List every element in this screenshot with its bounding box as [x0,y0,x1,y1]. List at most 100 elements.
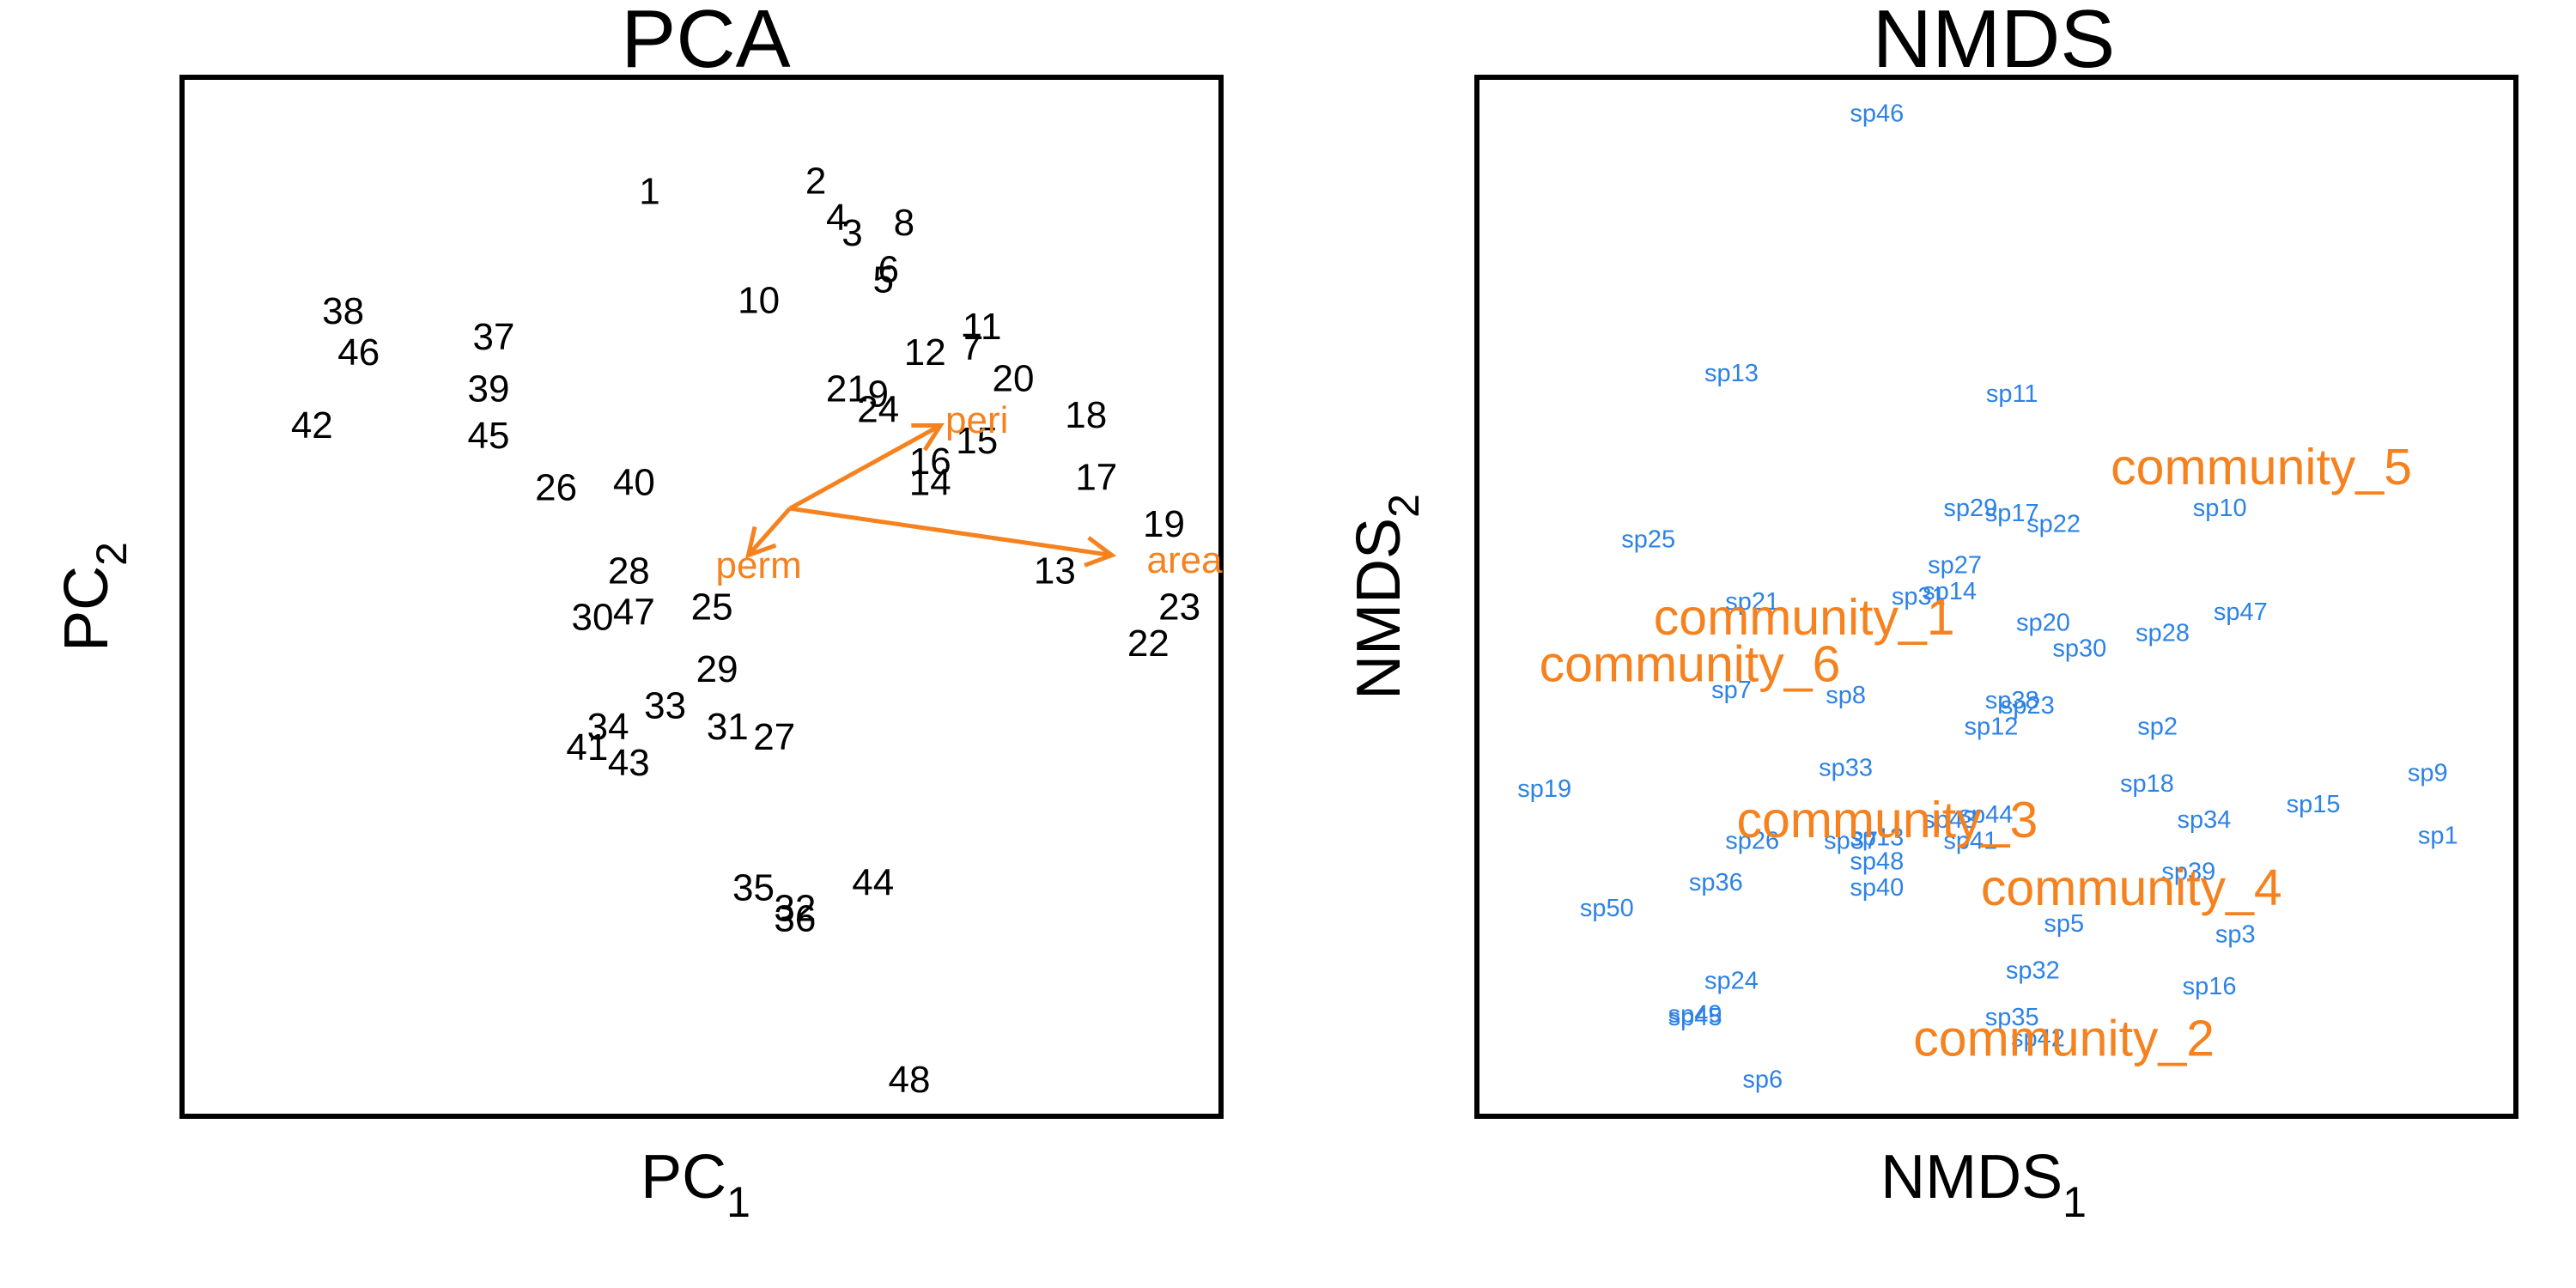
species-label-sp3: sp3 [2215,920,2256,948]
site-label-36: 36 [774,898,816,940]
species-label-sp47: sp47 [2214,598,2268,626]
species-label-sp36: sp36 [1689,869,1743,896]
site-label-46: 46 [337,331,380,374]
vector-arrowhead-perm [744,526,777,559]
species-label-sp13b: sp13 [1850,824,1904,852]
vector-label-peri: peri [945,399,1008,441]
species-label-sp41: sp41 [1943,827,1997,854]
species-label-sp37: sp37 [1824,827,1878,854]
species-label-sp44: sp44 [1959,801,2013,829]
pca-x-axis-label: PC1 [641,1143,750,1226]
site-label-30: 30 [572,597,614,639]
species-label-sp30: sp30 [2052,635,2106,663]
site-label-10: 10 [738,280,780,322]
species-label-sp20: sp20 [2016,609,2070,636]
site-label-25: 25 [691,586,733,629]
site-label-29: 29 [696,648,738,690]
site-label-48: 48 [889,1059,931,1101]
community-label-community_4: community_4 [1981,860,2282,916]
species-label-sp50: sp50 [1580,895,1634,922]
community-label-community_5: community_5 [2111,439,2412,495]
site-label-16: 16 [909,440,951,483]
site-label-11: 11 [963,306,1002,348]
species-label-sp23: sp23 [2001,692,2055,720]
site-label-14: 14 [909,461,951,503]
site-label-42: 42 [291,404,333,447]
vector-arrowhead-peri [911,422,945,452]
site-label-34: 34 [587,706,629,748]
species-label-sp27: sp27 [1928,552,1982,580]
site-label-47: 47 [613,592,655,634]
site-label-9: 9 [867,374,888,416]
site-label-33: 33 [644,685,686,727]
community-label-community_6: community_6 [1540,636,1841,693]
nmds-x-axis-label: NMDS1 [1880,1143,2087,1226]
site-label-44: 44 [852,861,894,903]
species-label-sp9: sp9 [2408,760,2448,787]
site-label-5: 5 [873,258,894,301]
site-label-17: 17 [1075,456,1117,498]
species-label-sp21: sp21 [1725,588,1779,616]
nmds-community-labels: community_5 community_1community_6communi… [1540,439,2412,1067]
site-label-8: 8 [894,202,914,244]
species-label-sp13: sp13 [1704,360,1759,387]
species-label-sp35: sp35 [1985,1004,2039,1031]
vector-arrow-perm [746,507,792,557]
community-label-community_2: community_2 [1913,1010,2215,1066]
nmds-title: NMDS [1873,0,2116,85]
nmds-plot-frame [1474,75,2518,1119]
site-label-31: 31 [707,706,749,748]
species-label-sp1: sp1 [2418,822,2458,849]
nmds-y-axis-label: NMDS2 [1345,494,1428,700]
site-label-39: 39 [468,368,510,410]
site-label-2: 2 [805,161,826,203]
vector-label-area: area [1147,539,1224,581]
site-label-41: 41 [566,726,608,769]
site-label-3: 3 [841,212,862,254]
site-label-27: 27 [753,716,795,758]
pca-plot-frame [179,75,1224,1119]
species-label-sp43: sp43 [1923,806,1977,834]
species-label-sp17: sp17 [1985,500,2039,527]
species-label-sp15: sp15 [2287,791,2341,818]
species-label-sp16: sp16 [2183,973,2237,1000]
species-label-sp29: sp29 [1943,495,1997,522]
species-label-sp14: sp14 [1923,578,1977,605]
species-label-sp32: sp32 [2006,957,2060,985]
species-label-sp42: sp42 [2011,1024,2065,1052]
species-label-sp26: sp26 [1725,827,1779,854]
site-label-4: 4 [826,197,847,239]
site-label-32: 32 [774,888,816,930]
site-label-1: 1 [639,171,659,213]
site-label-26: 26 [535,467,577,509]
site-label-22: 22 [1127,623,1170,665]
species-label-sp48: sp48 [1850,848,1904,876]
vector-arrow-area [789,506,1113,558]
site-label-20: 20 [993,357,1035,399]
species-label-sp7: sp7 [1711,677,1752,704]
site-label-6: 6 [878,248,899,290]
vector-label-perm: perm [715,544,801,586]
pca-vectors: peri perm area [715,399,1223,586]
site-label-28: 28 [608,550,650,592]
site-label-24: 24 [857,389,899,431]
species-label-sp38: sp38 [1985,687,2039,714]
species-label-sp33: sp33 [1819,755,1873,782]
species-label-sp10: sp10 [2193,495,2247,522]
site-label-7: 7 [961,326,981,368]
site-label-43: 43 [608,742,650,784]
species-label-sp28: sp28 [2136,619,2190,647]
species-label-sp24: sp24 [1704,968,1759,995]
species-label-sp22: sp22 [2026,510,2081,538]
site-label-18: 18 [1065,394,1107,436]
species-label-sp40: sp40 [1850,874,1904,902]
species-label-sp2: sp2 [2137,713,2178,740]
site-label-38: 38 [322,290,364,332]
species-label-sp8: sp8 [1826,682,1866,709]
site-label-40: 40 [613,461,655,503]
site-label-45: 45 [468,415,510,457]
